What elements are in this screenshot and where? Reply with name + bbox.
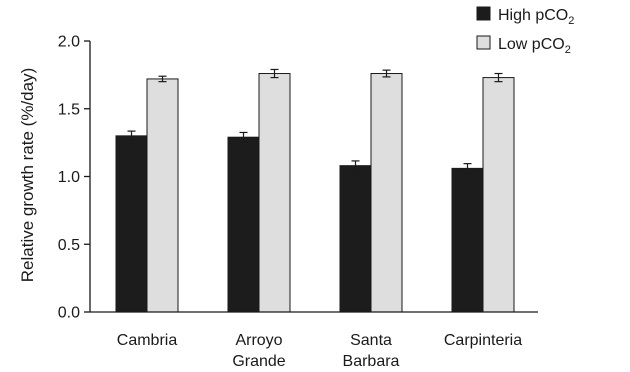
category-label-line: Carpinteria <box>444 332 522 349</box>
legend-label-main: Low pCO <box>498 36 565 53</box>
bar-high-3 <box>451 167 484 313</box>
legend-label-subscript: 2 <box>565 44 571 56</box>
bar-low-2 <box>370 73 403 313</box>
bar-low-0 <box>146 78 179 313</box>
y-tick-label: 1.5 <box>58 101 80 118</box>
category-label: Arroyo Grande <box>232 332 285 370</box>
y-tick-label: 0.0 <box>58 305 80 322</box>
legend-label-subscript: 2 <box>568 15 574 27</box>
category-label-line: Cambria <box>117 332 178 349</box>
legend-label-main: High pCO <box>498 7 568 24</box>
y-tick-label: 1.0 <box>58 169 80 186</box>
bar-low-3 <box>482 77 515 313</box>
legend-swatch-high <box>476 6 491 21</box>
bar-high-2 <box>339 165 372 313</box>
bar-high-0 <box>115 135 148 313</box>
y-tick-label: 0.5 <box>58 237 80 254</box>
bar-high-1 <box>227 136 260 313</box>
category-label-line: Barbara <box>343 353 400 370</box>
legend-label-high: High pCO2 <box>498 7 574 27</box>
category-label-line: Grande <box>232 353 285 370</box>
legend-swatch-low <box>476 35 491 50</box>
category-label-line: Santa <box>350 332 392 349</box>
category-label: Santa Barbara <box>343 332 400 370</box>
y-axis-label: Relative growth rate (%/day) <box>18 68 37 282</box>
category-label: Cambria <box>117 332 178 349</box>
y-tick-label: 2.0 <box>58 34 80 51</box>
category-label-line: Arroyo <box>235 332 282 349</box>
category-label: Carpinteria <box>444 332 522 349</box>
legend-label-low: Low pCO2 <box>498 36 571 56</box>
bar-low-1 <box>258 73 291 313</box>
